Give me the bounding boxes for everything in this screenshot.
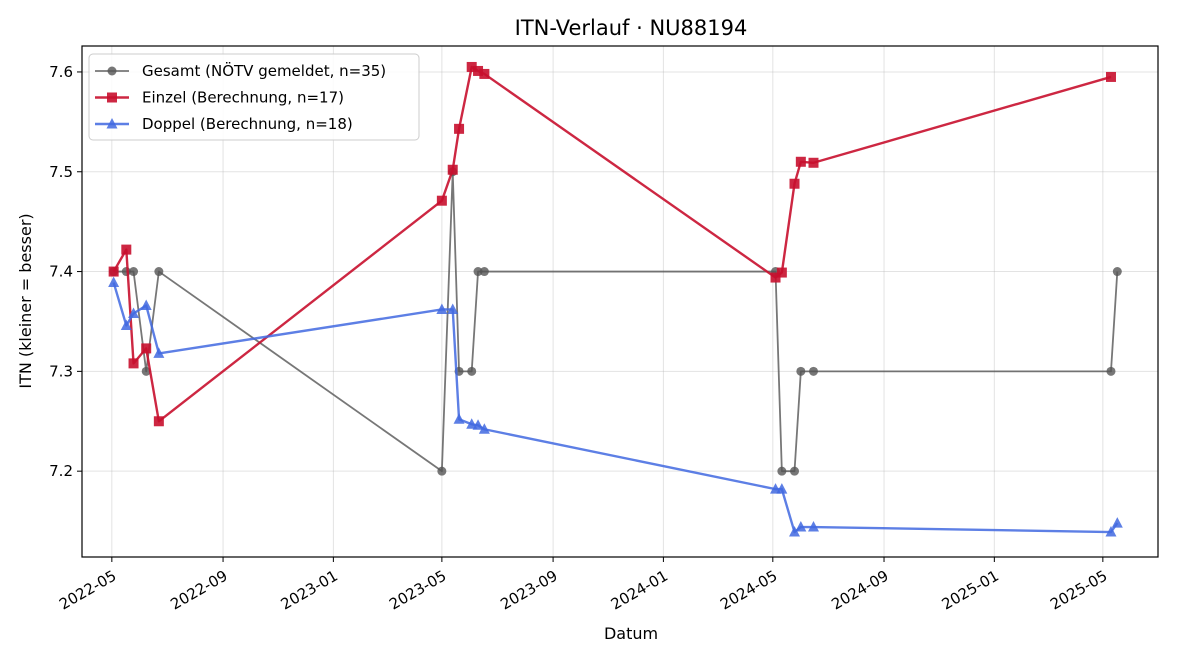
chart-title: ITN-Verlauf · NU88194 <box>515 16 748 40</box>
data-point-circle <box>808 366 818 376</box>
data-point-circle <box>141 366 151 376</box>
data-point-square <box>454 123 465 134</box>
legend-item: Doppel (Berechnung, n=18) <box>95 115 353 133</box>
data-point-circle <box>154 267 164 277</box>
data-point-triangle <box>1111 517 1123 528</box>
legend-frame <box>88 53 420 141</box>
y-tick-label: 7.2 <box>49 462 73 480</box>
data-point-circle <box>796 366 806 376</box>
data-point-circle <box>437 466 447 476</box>
data-point-triangle <box>472 419 484 430</box>
data-point-square <box>436 195 447 206</box>
data-point-triangle <box>447 303 459 314</box>
data-point-triangle <box>108 276 120 288</box>
y-tick-label: 7.3 <box>49 362 73 380</box>
y-axis-label: ITN (kleiner = besser) <box>16 213 35 388</box>
data-point-square <box>795 156 806 167</box>
data-point-square <box>121 244 132 255</box>
data-point-triangle <box>1105 526 1117 537</box>
data-point-triangle <box>478 423 490 434</box>
data-point-triangle <box>436 303 448 314</box>
data-point-circle <box>473 267 483 277</box>
data-point-square <box>107 92 117 103</box>
plot-frame <box>81 45 1159 558</box>
data-point-square <box>479 68 490 79</box>
x-axis-label: Datum <box>604 624 658 643</box>
data-point-square <box>1105 71 1116 82</box>
legend-label: Gesamt (NÖTV gemeldet, n=35) <box>142 61 386 80</box>
data-point-square <box>808 157 819 168</box>
y-axis-ticks: 7.2 7.3 7.4 7.5 7.6 <box>49 63 82 480</box>
y-tick-label: 7.5 <box>49 163 73 181</box>
data-point-circle <box>777 466 787 476</box>
data-point-triangle <box>106 118 118 129</box>
data-point-square <box>128 358 139 369</box>
data-point-triangle <box>795 521 807 532</box>
data-point-triangle <box>789 526 801 537</box>
data-point-square <box>141 343 152 354</box>
data-point-square <box>789 178 800 189</box>
legend-label: Einzel (Berechnung, n=17) <box>142 89 344 107</box>
data-point-square <box>466 61 477 72</box>
data-point-square <box>153 416 164 427</box>
data-point-triangle <box>807 521 819 532</box>
data-point-circle <box>129 267 139 277</box>
data-point-triangle <box>776 483 788 494</box>
data-point-circle <box>790 466 800 476</box>
data-point-triangle <box>153 347 165 358</box>
y-tick-label: 7.6 <box>49 63 73 81</box>
legend-item: Einzel (Berechnung, n=17) <box>95 89 344 107</box>
data-point-circle <box>479 267 489 277</box>
data-point-triangle <box>128 307 140 318</box>
data-point-circle <box>1112 267 1122 277</box>
legend-label: Doppel (Berechnung, n=18) <box>142 115 353 133</box>
data-point-square <box>776 267 787 278</box>
data-point-triangle <box>120 319 132 330</box>
data-point-triangle <box>140 299 152 310</box>
data-point-circle <box>107 66 117 76</box>
data-point-circle <box>467 366 477 376</box>
data-point-circle <box>1106 366 1116 376</box>
data-point-square <box>473 65 484 76</box>
data-point-triangle <box>453 413 465 424</box>
data-point-square <box>770 272 781 283</box>
series-2 <box>108 61 1116 427</box>
series-3 <box>108 276 1123 537</box>
legend: Gesamt (NÖTV gemeldet, n=35) Einzel (Bere… <box>88 53 420 141</box>
data-point-square <box>108 266 119 277</box>
series-layer <box>108 61 1123 537</box>
y-tick-label: 7.4 <box>49 263 73 281</box>
legend-item: Gesamt (NÖTV gemeldet, n=35) <box>95 61 386 80</box>
data-point-square <box>447 164 458 175</box>
